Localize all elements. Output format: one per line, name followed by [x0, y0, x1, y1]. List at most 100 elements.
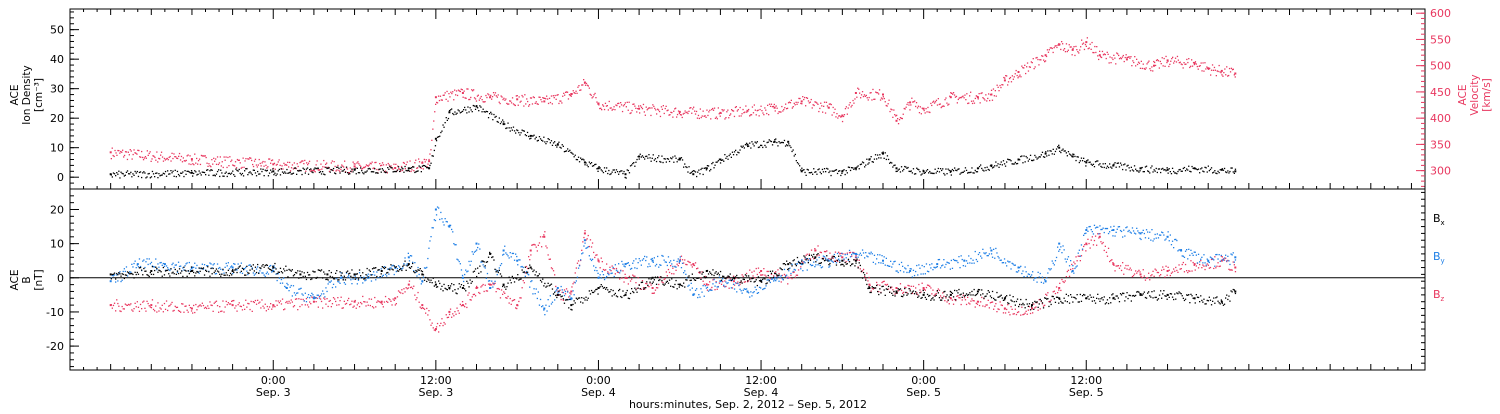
- velocity-series-sample: [736, 106, 737, 107]
- velocity-series-sample: [438, 96, 439, 97]
- velocity-series-sample: [494, 94, 495, 95]
- velocity-series-sample: [442, 100, 443, 101]
- bz-series-sample: [578, 260, 579, 261]
- bz-series-sample: [817, 245, 818, 246]
- velocity-series-sample: [306, 162, 307, 163]
- velocity-series-sample: [335, 166, 336, 167]
- bz-series-sample: [930, 287, 931, 288]
- bz-series-sample: [357, 304, 358, 305]
- by-series-sample: [266, 273, 267, 274]
- velocity-series-sample: [1085, 44, 1086, 45]
- density-series-sample: [1127, 165, 1128, 166]
- bz-series-sample: [1222, 256, 1223, 257]
- density-series-sample: [1099, 163, 1100, 164]
- density-series-sample: [463, 109, 464, 110]
- density-series-sample: [274, 173, 275, 174]
- velocity-series-sample: [282, 168, 283, 169]
- velocity-series-sample: [205, 155, 206, 156]
- bz-series-sample: [415, 299, 416, 300]
- by-series-sample: [850, 256, 851, 257]
- bz-series-sample: [542, 236, 543, 237]
- bz-series-sample: [429, 319, 430, 320]
- bz-series-sample: [1154, 276, 1155, 277]
- velocity-series-sample: [718, 107, 719, 108]
- by-series-sample: [672, 266, 673, 267]
- bz-series-sample: [678, 265, 679, 266]
- by-series-sample: [402, 267, 403, 268]
- bz-series-sample: [529, 259, 530, 260]
- bz-series-sample: [971, 298, 972, 299]
- velocity-series-sample: [1226, 66, 1227, 67]
- velocity-series-sample: [473, 89, 474, 90]
- velocity-axis-tick-label: 500: [1430, 60, 1451, 73]
- density-series-sample: [241, 174, 242, 175]
- by-series-sample: [800, 268, 801, 269]
- density-series-sample: [144, 172, 145, 173]
- bx-series-sample: [195, 272, 196, 273]
- density-series-sample: [374, 168, 375, 169]
- bz-series-sample: [871, 290, 872, 291]
- bx-series-sample: [355, 279, 356, 280]
- velocity-series-sample: [382, 162, 383, 163]
- bx-series-sample: [271, 270, 272, 271]
- velocity-series-sample: [925, 112, 926, 113]
- velocity-series-sample: [725, 117, 726, 118]
- velocity-series-sample: [197, 164, 198, 165]
- by-series-sample: [1069, 265, 1070, 266]
- density-series-sample: [843, 169, 844, 170]
- velocity-series-point: [1072, 49, 1074, 51]
- density-series-sample: [322, 171, 323, 172]
- bx-series-point: [326, 273, 328, 275]
- velocity-series-sample: [221, 165, 222, 166]
- by-series-sample: [344, 282, 345, 283]
- velocity-series-sample: [868, 99, 869, 100]
- by-series-sample: [492, 286, 493, 287]
- bz-series-sample: [243, 305, 244, 306]
- bz-series-sample: [1040, 308, 1041, 309]
- bz-series-sample: [670, 265, 671, 266]
- by-series-sample: [1220, 261, 1221, 262]
- by-series-sample: [1093, 233, 1094, 234]
- by-series-point: [110, 280, 112, 282]
- bz-series-sample: [544, 231, 545, 232]
- density-series-sample: [502, 119, 503, 120]
- bz-series-sample: [503, 291, 504, 292]
- by-series-sample: [348, 275, 349, 276]
- velocity-series-sample: [893, 109, 894, 110]
- density-series-sample: [673, 162, 674, 163]
- bz-series-sample: [419, 302, 420, 303]
- by-series-sample: [371, 280, 372, 281]
- velocity-series-sample: [1108, 54, 1109, 55]
- bx-series-point: [977, 291, 979, 293]
- bz-series-sample: [387, 302, 388, 303]
- velocity-series-sample: [585, 85, 586, 86]
- velocity-series-sample: [919, 112, 920, 113]
- by-series-sample: [807, 269, 808, 270]
- density-series-sample: [1201, 167, 1202, 168]
- bz-series-sample: [1145, 280, 1146, 281]
- density-series-sample: [174, 176, 175, 177]
- density-series-sample: [845, 174, 846, 175]
- density-series-sample: [404, 166, 405, 167]
- by-series-sample: [403, 263, 404, 264]
- bz-series-sample: [1142, 277, 1143, 278]
- density-series-sample: [863, 162, 864, 163]
- velocity-series-sample: [369, 164, 370, 165]
- velocity-series-sample: [627, 102, 628, 103]
- bz-series-sample: [554, 274, 555, 275]
- bz-series-sample: [504, 293, 505, 294]
- velocity-series-sample: [223, 167, 224, 168]
- by-series-sample: [442, 221, 443, 222]
- density-series-sample: [701, 168, 702, 169]
- by-series-sample: [701, 292, 702, 293]
- density-series-sample: [442, 124, 443, 125]
- density-series-sample: [305, 172, 306, 173]
- velocity-series-sample: [940, 103, 941, 104]
- density-series-sample: [859, 168, 860, 169]
- density-series-sample: [617, 171, 618, 172]
- velocity-series-sample: [470, 97, 471, 98]
- by-series-sample: [554, 299, 555, 300]
- by-series-sample: [1083, 235, 1084, 236]
- velocity-series-sample: [1087, 37, 1088, 38]
- velocity-series-sample: [256, 164, 257, 165]
